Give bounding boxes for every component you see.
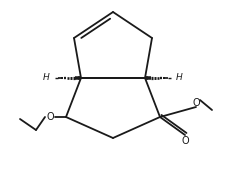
- Text: H: H: [43, 73, 50, 82]
- Text: O: O: [191, 98, 199, 108]
- Text: O: O: [46, 112, 54, 122]
- Text: O: O: [180, 136, 188, 146]
- Text: H: H: [175, 73, 182, 82]
